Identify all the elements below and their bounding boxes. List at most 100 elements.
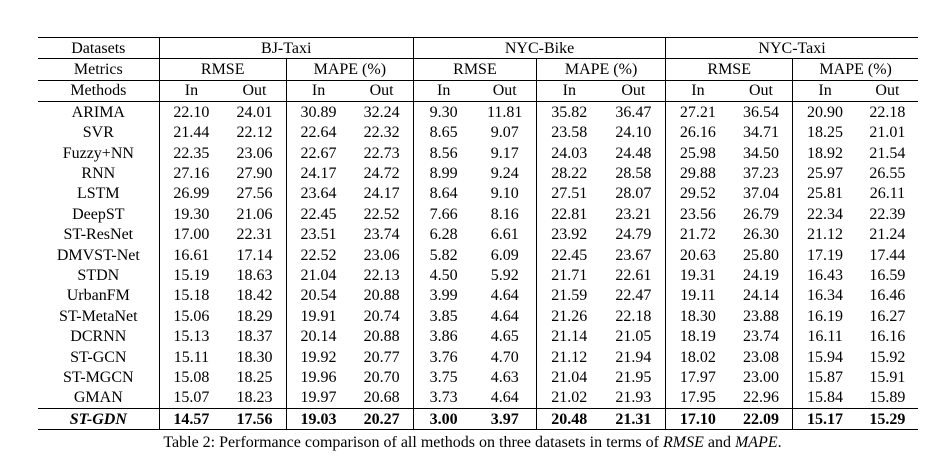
value-cell: 21.71 [551, 266, 588, 284]
caption-suffix: . [777, 434, 782, 451]
table-row: Fuzzy+NN 22.35 23.06 22.67 22.73 8.56 9.17 24.0… [38, 142, 918, 164]
value-cell: 9.24 [473, 163, 538, 184]
value-cell: 22.52 [300, 246, 337, 264]
value-cell: 22.81 [551, 205, 588, 223]
value-cell: 15.18 [173, 287, 210, 305]
value-cell: 21.44 [173, 124, 210, 142]
value-cell: 15.84 [807, 389, 844, 407]
value-cell: 20.14 [300, 328, 337, 346]
value-cell: 28.07 [601, 183, 667, 205]
value-cell: 15.11 [173, 348, 210, 366]
value-cell: 29.88 [679, 165, 716, 183]
header-row-datasets: Datasets BJ-Taxi NYC-Bike NYC-Taxi [38, 36, 918, 59]
subcol-out: Out [601, 79, 667, 102]
subcol-in: In [665, 79, 730, 102]
value-cell: 29.52 [679, 185, 716, 203]
value-cell: 34.71 [729, 122, 794, 143]
value-cell: 23.00 [729, 367, 794, 388]
value-cell: 22.09 [729, 408, 794, 431]
caption-metric-rmse: RMSE [662, 434, 704, 451]
value-cell: 20.88 [350, 285, 414, 307]
table-row: DCRNN 15.13 18.37 20.14 20.88 3.86 4.65 21.14 21… [38, 326, 918, 347]
value-cell: 11.81 [473, 101, 538, 123]
dataset-header-bj-taxi: BJ-Taxi [159, 36, 414, 59]
method-name: GMAN [38, 387, 160, 409]
value-cell: 21.93 [601, 387, 667, 409]
value-cell: 16.61 [173, 246, 210, 264]
value-cell: 6.61 [473, 224, 538, 245]
value-cell: 3.73 [429, 389, 458, 407]
value-cell: 32.24 [350, 101, 414, 123]
value-cell: 19.91 [300, 307, 337, 325]
value-cell: 26.55 [869, 165, 906, 183]
dataset-header-nyc-bike: NYC-Bike [413, 36, 667, 59]
value-cell: 35.82 [536, 101, 602, 123]
value-cell: 22.34 [807, 205, 844, 223]
value-cell: 23.92 [551, 226, 588, 244]
subcol-in: In [536, 79, 602, 102]
value-cell: 4.65 [473, 326, 538, 347]
performance-table: Datasets BJ-Taxi NYC-Bike NYC-Taxi Metri… [38, 36, 918, 431]
method-name: STDN [38, 265, 160, 286]
value-cell: 24.17 [350, 183, 414, 205]
value-cell: 18.30 [679, 307, 716, 325]
value-cell: 17.14 [223, 244, 287, 266]
table-row: ST-GCN 15.11 18.30 19.92 20.77 3.76 4.70 21.12 2… [38, 346, 918, 368]
value-cell: 18.29 [223, 306, 287, 327]
value-cell: 20.74 [350, 306, 414, 327]
value-cell: 27.16 [173, 165, 210, 183]
value-cell: 17.95 [679, 389, 716, 407]
table-row: ST-MetaNet 15.06 18.29 19.91 20.74 3.85 4.64 21… [38, 306, 918, 327]
value-cell: 20.54 [300, 287, 337, 305]
metrics-label: Metrics [38, 58, 160, 81]
value-cell: 24.79 [601, 224, 667, 245]
value-cell: 30.89 [286, 101, 351, 123]
value-cell: 23.08 [729, 346, 794, 368]
value-cell: 3.00 [413, 408, 474, 431]
value-cell: 22.10 [159, 101, 224, 123]
method-name: RNN [38, 163, 160, 184]
value-cell: 23.51 [300, 226, 337, 244]
value-cell: 25.98 [679, 144, 716, 162]
value-cell: 5.82 [429, 246, 458, 264]
table-row: DeepST 19.30 21.06 22.45 22.52 7.66 8.16 22.81 2… [38, 204, 918, 225]
value-cell: 18.63 [223, 265, 287, 286]
caption-metric-mape: MAPE [734, 434, 778, 451]
method-name: DCRNN [38, 326, 160, 347]
value-cell: 17.19 [807, 246, 844, 264]
value-cell: 21.04 [300, 266, 337, 284]
value-cell: 26.11 [869, 185, 906, 203]
table-row: RNN 27.16 27.90 24.17 24.72 8.99 9.24 28.22 28.5… [38, 163, 918, 184]
value-cell: 17.44 [869, 246, 906, 264]
value-cell: 15.29 [856, 408, 918, 431]
value-cell: 18.37 [223, 326, 287, 347]
value-cell: 15.91 [869, 368, 906, 386]
value-cell: 4.50 [429, 266, 458, 284]
table-row: GMAN 15.07 18.23 19.97 20.68 3.73 4.64 21.02 21.… [38, 387, 918, 409]
value-cell: 3.75 [429, 368, 458, 386]
method-name: ST-GCN [38, 346, 160, 368]
value-cell: 14.57 [159, 408, 224, 431]
value-cell: 4.64 [473, 285, 538, 307]
value-cell: 22.39 [869, 205, 906, 223]
value-cell: 23.88 [729, 306, 794, 327]
value-cell: 27.90 [223, 163, 287, 184]
value-cell: 8.64 [429, 185, 458, 203]
value-cell: 8.16 [473, 204, 538, 225]
value-cell: 36.54 [729, 101, 794, 123]
value-cell: 21.12 [551, 348, 588, 366]
value-cell: 19.96 [300, 368, 337, 386]
value-cell: 20.27 [350, 408, 414, 431]
value-cell: 22.45 [551, 246, 588, 264]
value-cell: 20.70 [350, 367, 414, 388]
value-cell: 22.35 [173, 144, 210, 162]
value-cell: 21.04 [551, 368, 588, 386]
value-cell: 15.06 [173, 307, 210, 325]
value-cell: 8.56 [429, 144, 458, 162]
method-name: ST-ResNet [38, 224, 160, 245]
value-cell: 21.95 [601, 367, 667, 388]
value-cell: 20.88 [350, 326, 414, 347]
method-name: ST-GDN [38, 408, 160, 431]
value-cell: 28.22 [551, 165, 588, 183]
table-row: ARIMA 22.10 24.01 30.89 32.24 9.30 11.81 35.82 3… [38, 101, 918, 123]
